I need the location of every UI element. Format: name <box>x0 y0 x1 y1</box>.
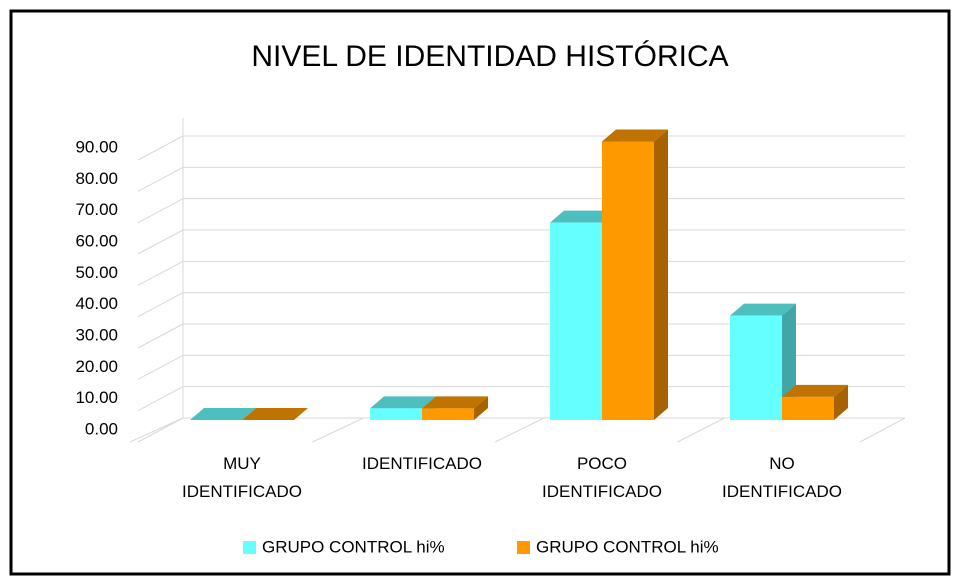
bar <box>782 384 848 420</box>
bar <box>242 408 308 420</box>
bar-top <box>190 408 256 420</box>
bar-front <box>730 315 782 420</box>
y-tick-label: 50.00 <box>75 263 118 282</box>
y-tick-label: 30.00 <box>75 325 118 344</box>
floor-line <box>312 417 364 443</box>
grid-line <box>137 417 184 443</box>
x-tick-label: MUY IDENTIFICADO <box>182 454 302 501</box>
bar-side <box>654 129 668 421</box>
bar-top <box>242 408 308 420</box>
grid-line <box>137 260 184 286</box>
y-tick-label: 80.00 <box>75 169 118 188</box>
bar-front <box>782 396 834 420</box>
y-tick-label: 20.00 <box>75 357 118 376</box>
grid-line <box>137 198 184 224</box>
bar-front <box>370 408 422 420</box>
bar-side <box>474 396 488 420</box>
y-tick-label: 90.00 <box>75 137 118 156</box>
bar-front <box>602 141 654 421</box>
y-tick-label: 60.00 <box>75 231 118 250</box>
x-tick-label: IDENTIFICADO <box>362 454 482 473</box>
floor-line <box>677 417 725 443</box>
bar-front <box>550 222 602 420</box>
x-tick-label: NO IDENTIFICADO <box>722 454 842 501</box>
bar-top <box>422 396 488 409</box>
x-tick-label: POCO IDENTIFICADO <box>542 454 662 501</box>
bar <box>190 408 256 420</box>
y-tick-label: 0.00 <box>85 419 118 438</box>
y-tick-label: 10.00 <box>75 388 118 407</box>
bar-top <box>602 129 668 142</box>
grid-line <box>137 229 184 255</box>
grid-line <box>137 135 184 161</box>
bar-top <box>782 384 848 397</box>
bar-front <box>422 408 474 420</box>
legend-label: GRUPO CONTROL hi% <box>536 537 719 556</box>
y-tick-label: 70.00 <box>75 200 118 219</box>
grid-line <box>137 166 184 192</box>
y-tick-label: 40.00 <box>75 294 118 313</box>
bar <box>730 303 796 420</box>
bar-top <box>370 396 436 409</box>
floor-line <box>859 417 906 443</box>
grid-line <box>137 354 184 380</box>
chart-title: NIVEL DE IDENTIDAD HISTÓRICA <box>251 40 728 73</box>
legend-label: GRUPO CONTROL hi% <box>262 537 445 556</box>
legend-swatch <box>517 541 530 554</box>
legend-swatch <box>243 541 256 554</box>
grid-line <box>137 386 184 412</box>
bar-top <box>550 210 616 223</box>
bar <box>422 396 488 420</box>
grid-line <box>137 323 184 349</box>
bar-side <box>834 384 848 420</box>
bar-top <box>730 303 796 316</box>
grid-line <box>137 292 184 318</box>
bar <box>602 129 668 421</box>
floor-line <box>129 417 184 443</box>
floor-line <box>494 417 545 443</box>
